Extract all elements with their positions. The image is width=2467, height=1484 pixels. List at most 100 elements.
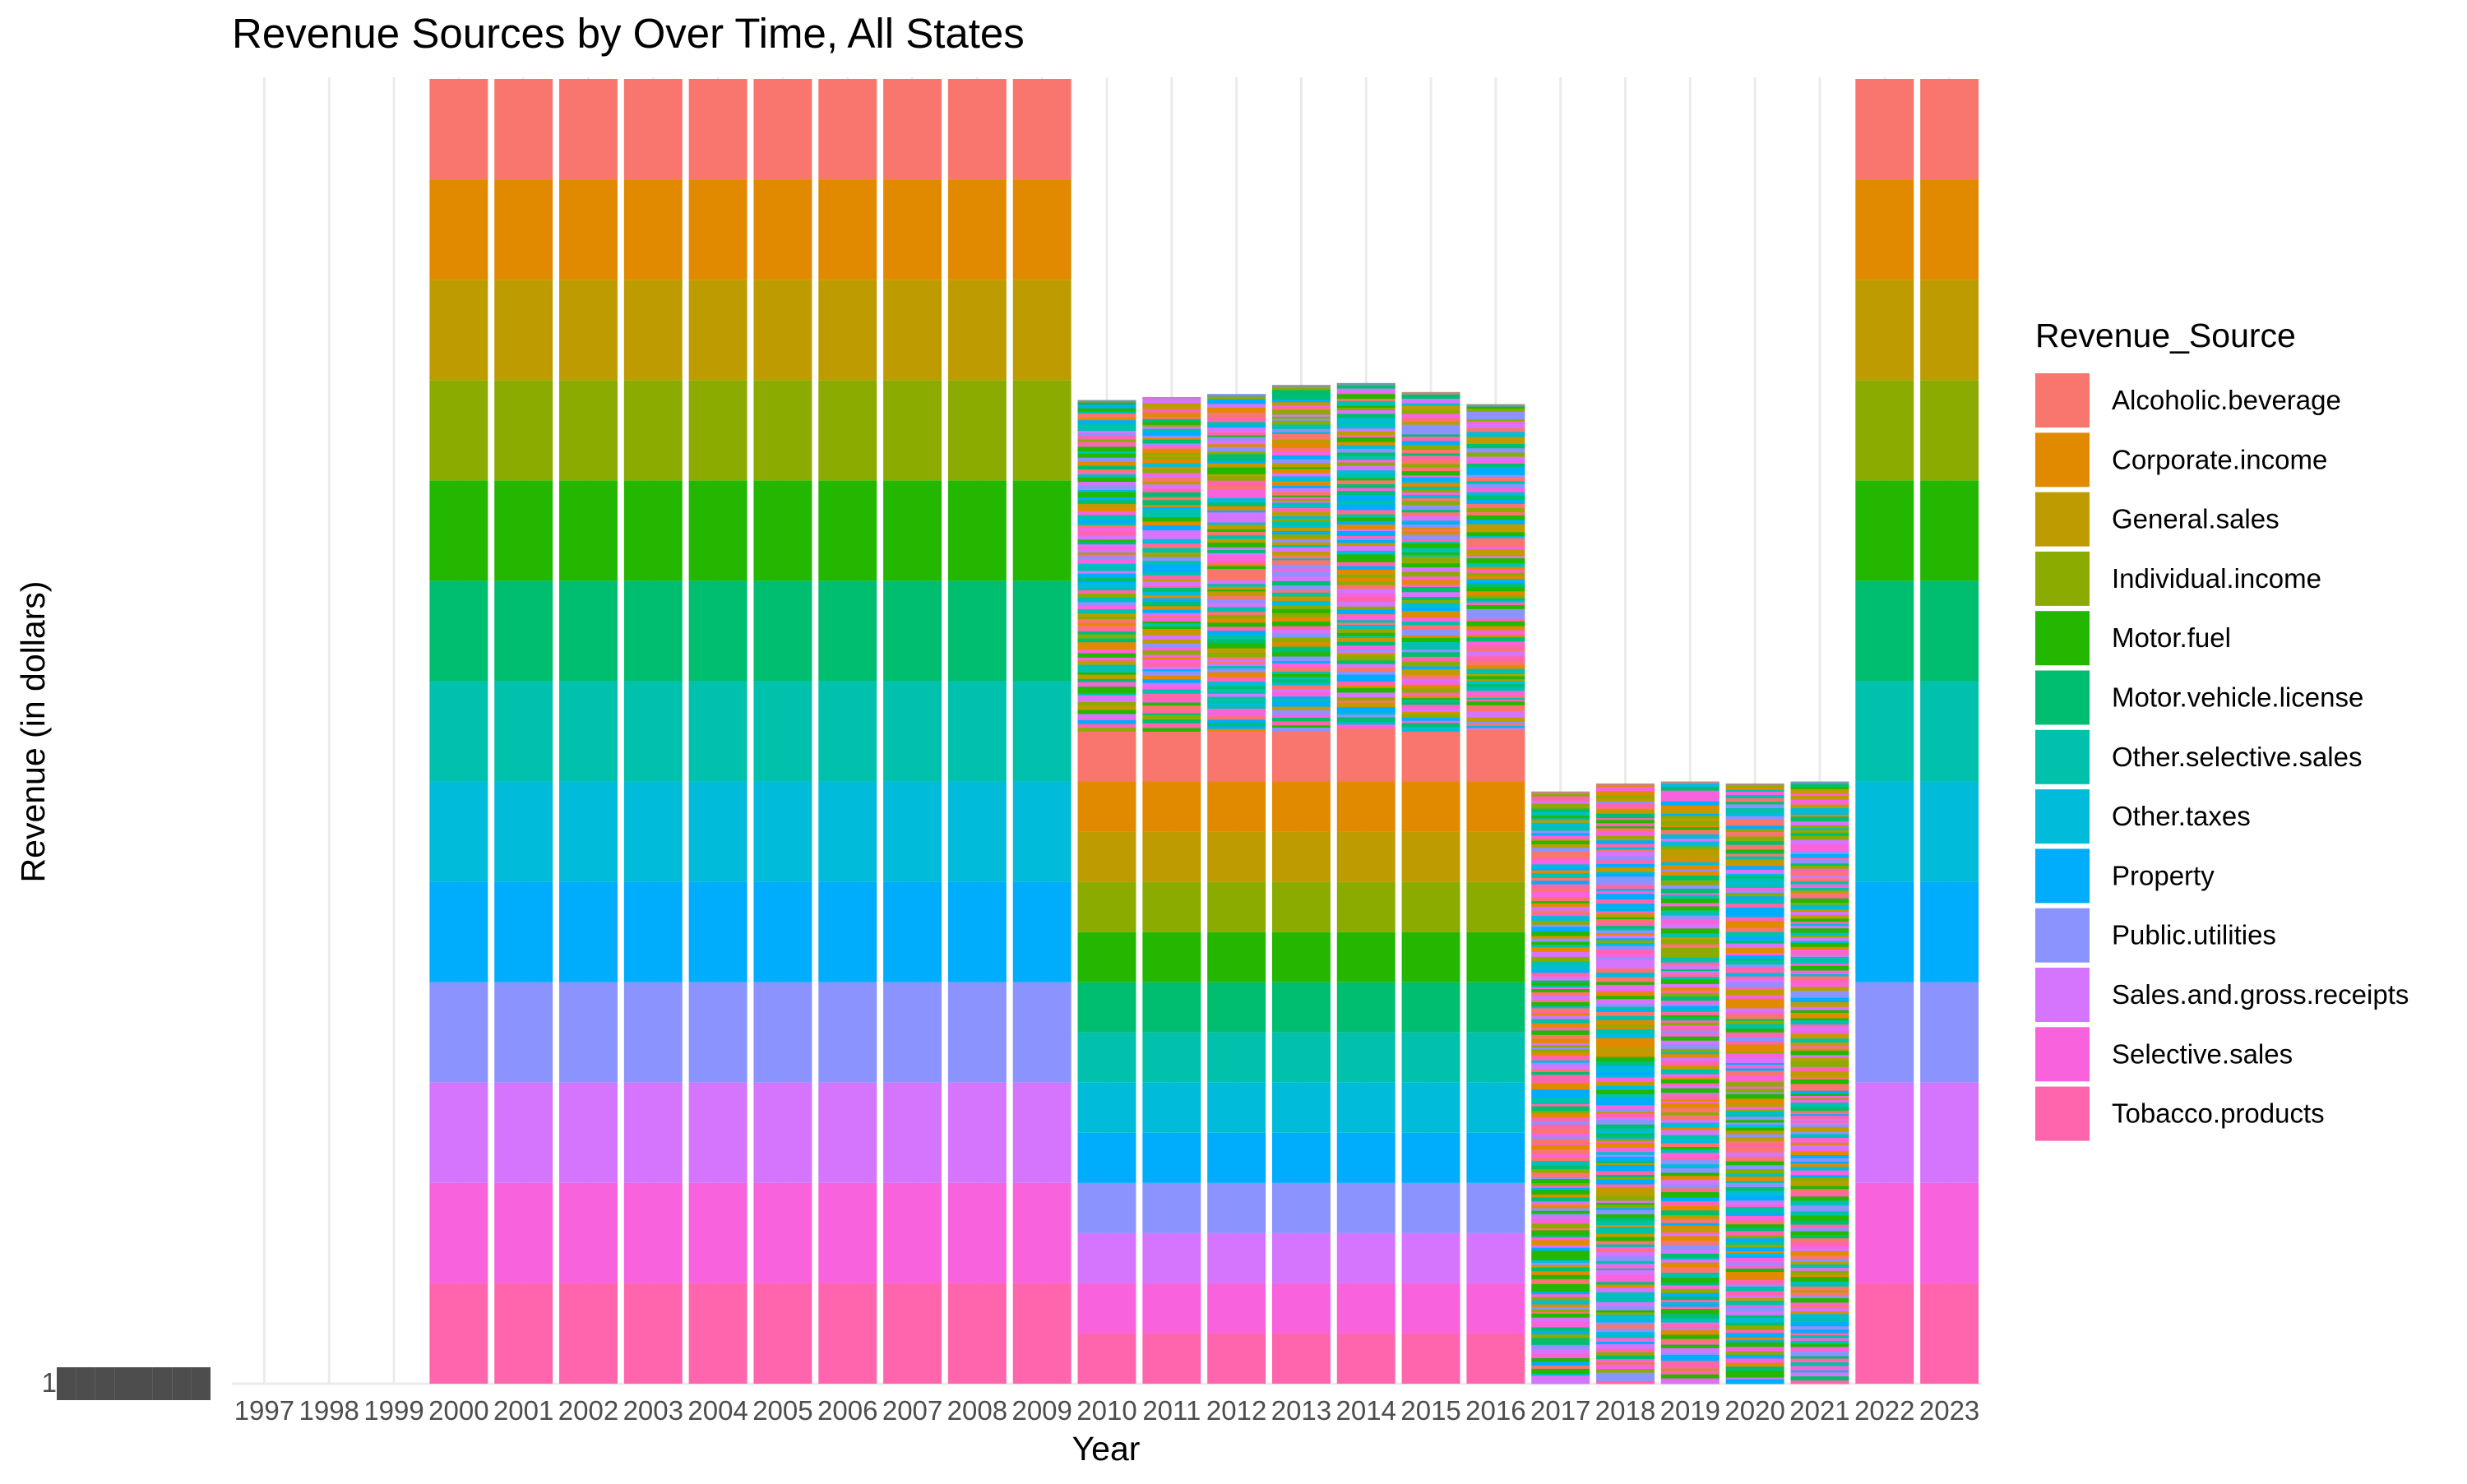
bar-stripe: [1790, 1012, 1849, 1017]
bar-segment-2015-Selective.sales: [1401, 1283, 1460, 1334]
bar-stripe: [1077, 469, 1136, 473]
bar-stripe: [1531, 1365, 1590, 1369]
bar-stripe: [1660, 1006, 1719, 1010]
bar-stripe: [1790, 1048, 1849, 1052]
bar-stripe: [1077, 494, 1136, 497]
bar-segment-2012-Property: [1207, 1132, 1266, 1183]
bar-stripe: [1790, 1077, 1849, 1079]
bar-stripe: [1531, 1341, 1590, 1345]
bar-stripe: [1660, 1114, 1719, 1121]
bar-stripe: [1531, 833, 1590, 836]
bar-segment-2016-Alcoholic.beverage: [1466, 731, 1525, 782]
bar-stripe: [1596, 1200, 1655, 1204]
bar-stripe: [1401, 666, 1460, 669]
bar-stripe: [1660, 1225, 1719, 1228]
bar-segment-2016-Corporate.income: [1466, 781, 1525, 832]
bar-stripe: [1207, 557, 1266, 562]
bar-segment-2002-Property: [559, 881, 618, 982]
bar-stripe: [1725, 1306, 1784, 1312]
bar-stripe: [1531, 1306, 1590, 1311]
bar-segment-2005-Motor.vehicle.license: [753, 580, 812, 682]
bar-segment-2010-Individual.income: [1077, 881, 1136, 932]
bar-stripe: [1790, 1251, 1849, 1256]
bar-stripe: [1596, 998, 1655, 1005]
bar-stripe: [1725, 1172, 1784, 1177]
bar-stripe: [1596, 1047, 1655, 1052]
bar-stripe: [1142, 723, 1201, 728]
bar-stripe: [1596, 1207, 1655, 1210]
bar-stripe: [1596, 1237, 1655, 1241]
bar-stripe: [1725, 1052, 1784, 1059]
bar-stripe: [1790, 1188, 1849, 1193]
bar-stripe: [1790, 1261, 1849, 1265]
bar-stripe: [1660, 1257, 1719, 1260]
bar-stripe: [1401, 596, 1460, 600]
bar-stripe: [1790, 1006, 1849, 1010]
legend-label: Property: [2112, 860, 2215, 890]
bar-stripe: [1401, 430, 1460, 435]
bar-stripe: [1336, 517, 1395, 521]
bar-stripe: [1725, 940, 1784, 944]
bar-stripe: [1790, 973, 1849, 977]
bar-2014: [1336, 382, 1395, 1384]
bar-stripe: [1142, 685, 1201, 690]
bar-stripe: [1207, 659, 1266, 662]
bar-segment-2023-General.sales: [1920, 280, 1979, 381]
bar-segment-2011-Other.taxes: [1142, 1082, 1201, 1133]
bar-stripe: [1531, 853, 1590, 858]
bar-stripe: [1596, 844, 1655, 848]
bar-stripe: [1271, 557, 1331, 561]
bar-stripe: [1790, 1227, 1849, 1232]
bar-stripe: [1142, 424, 1201, 427]
bar-stripe: [1336, 574, 1395, 578]
bar-stripe: [1790, 1332, 1849, 1336]
bar-segment-2000-Corporate.income: [429, 179, 488, 280]
bar-stripe: [1271, 495, 1331, 497]
bar-segment-2022-Sales.and.gross.receipts: [1855, 1082, 1914, 1183]
bar-stripe: [1077, 660, 1136, 665]
bar-stripe: [1531, 1168, 1590, 1173]
bar-stripe: [1596, 1190, 1655, 1196]
bar-stripe: [1466, 687, 1525, 691]
bar-stripe: [1725, 1127, 1784, 1131]
bar-stripe: [1725, 1116, 1784, 1121]
bar-stripe: [1596, 1229, 1655, 1234]
bar-stripe: [1401, 424, 1460, 429]
bar-stripe: [1790, 1158, 1849, 1162]
bar-segment-2012-Other.selective.sales: [1207, 1032, 1266, 1083]
bar-stripe: [1660, 1352, 1719, 1355]
bar-stripe: [1531, 1230, 1590, 1235]
bar-stripe: [1466, 466, 1525, 471]
bar-stripe: [1660, 1088, 1719, 1093]
bar-2009: [1012, 79, 1072, 1384]
bar-stripe: [1531, 1223, 1590, 1228]
bar-stripe: [1077, 657, 1136, 661]
bar-segment-2006-Motor.fuel: [818, 480, 877, 581]
x-tick-label-2000: 2000: [428, 1395, 488, 1426]
bar-stripe: [1142, 635, 1201, 640]
bar-stripe: [1271, 542, 1331, 546]
bar-stripe: [1725, 1176, 1784, 1181]
bar-stripe: [1725, 806, 1784, 809]
bar-stripe: [1271, 585, 1331, 590]
bar-stripe: [1336, 624, 1395, 629]
bar-stripes-2012: [1207, 394, 1266, 732]
bar-stripe: [1207, 705, 1266, 709]
bar-stripe: [1336, 520, 1395, 525]
bar-stripe: [1207, 511, 1266, 515]
bar-segment-2014-Selective.sales: [1336, 1283, 1395, 1334]
bar-stripe: [1531, 1138, 1590, 1143]
bar-stripe: [1596, 1035, 1655, 1038]
bar-stripe: [1660, 1015, 1719, 1018]
bar-stripe: [1207, 656, 1266, 659]
bar-stripe: [1401, 692, 1460, 696]
bar-stripe: [1725, 881, 1784, 885]
bar-stripe: [1790, 1274, 1849, 1278]
bar-stripe: [1596, 1202, 1655, 1205]
bar-segment-2009-Individual.income: [1012, 380, 1072, 481]
bar-stripe: [1596, 949, 1655, 954]
bar-2008: [947, 79, 1007, 1384]
bar-stripe: [1596, 1061, 1655, 1066]
bar-stripe: [1207, 566, 1266, 570]
bar-stripe: [1790, 788, 1849, 794]
